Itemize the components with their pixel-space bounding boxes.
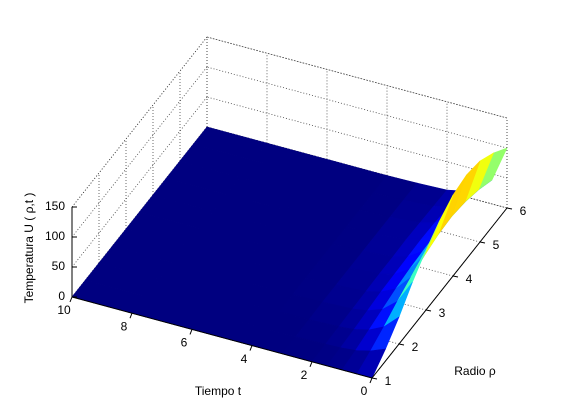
y-tick-label: 0	[361, 384, 368, 398]
tick-mark	[309, 361, 313, 367]
y-tick-label: 6	[181, 336, 188, 350]
tick-mark	[189, 329, 193, 335]
grid-line	[206, 66, 508, 149]
x-tick-label: 6	[520, 204, 527, 218]
grid-line	[206, 36, 508, 119]
y-tick-label: 8	[121, 319, 128, 333]
x-tick-label: 2	[412, 340, 419, 354]
tick-mark	[69, 296, 73, 303]
x-axis-label: Radio ρ	[454, 364, 496, 378]
tick-mark	[452, 275, 459, 278]
axis-line	[371, 207, 508, 379]
grid-line	[71, 66, 208, 238]
x-tick-label: 5	[493, 238, 500, 252]
tick-mark	[398, 343, 405, 346]
z-tick-label: 50	[52, 259, 66, 273]
y-tick-label: 4	[241, 352, 248, 366]
x-tick-label: 1	[385, 374, 392, 388]
axis-line	[71, 296, 373, 379]
tick-mark	[425, 309, 432, 312]
grid-line	[206, 96, 508, 179]
z-tick-label: 100	[45, 229, 65, 243]
x-tick-label: 3	[439, 306, 446, 320]
tick-mark	[371, 377, 378, 380]
y-tick-label: 2	[301, 368, 308, 382]
grid-line	[71, 96, 208, 268]
y-tick-label: 10	[57, 303, 71, 317]
x-tick-label: 4	[466, 272, 473, 286]
tick-mark	[506, 207, 513, 210]
y-axis-label: Tiempo t	[195, 384, 242, 398]
z-axis-label: Temperatura U ( ρ,t )	[22, 193, 36, 304]
tick-mark	[249, 345, 253, 351]
tick-mark	[129, 313, 133, 319]
tick-mark	[479, 241, 486, 244]
z-tick-label: 150	[45, 199, 65, 213]
z-tick-label: 0	[58, 289, 65, 303]
tick-mark	[369, 377, 373, 384]
grid-line	[71, 36, 208, 208]
